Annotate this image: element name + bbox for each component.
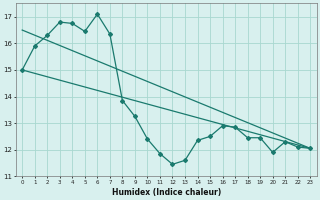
X-axis label: Humidex (Indice chaleur): Humidex (Indice chaleur) <box>112 188 221 197</box>
